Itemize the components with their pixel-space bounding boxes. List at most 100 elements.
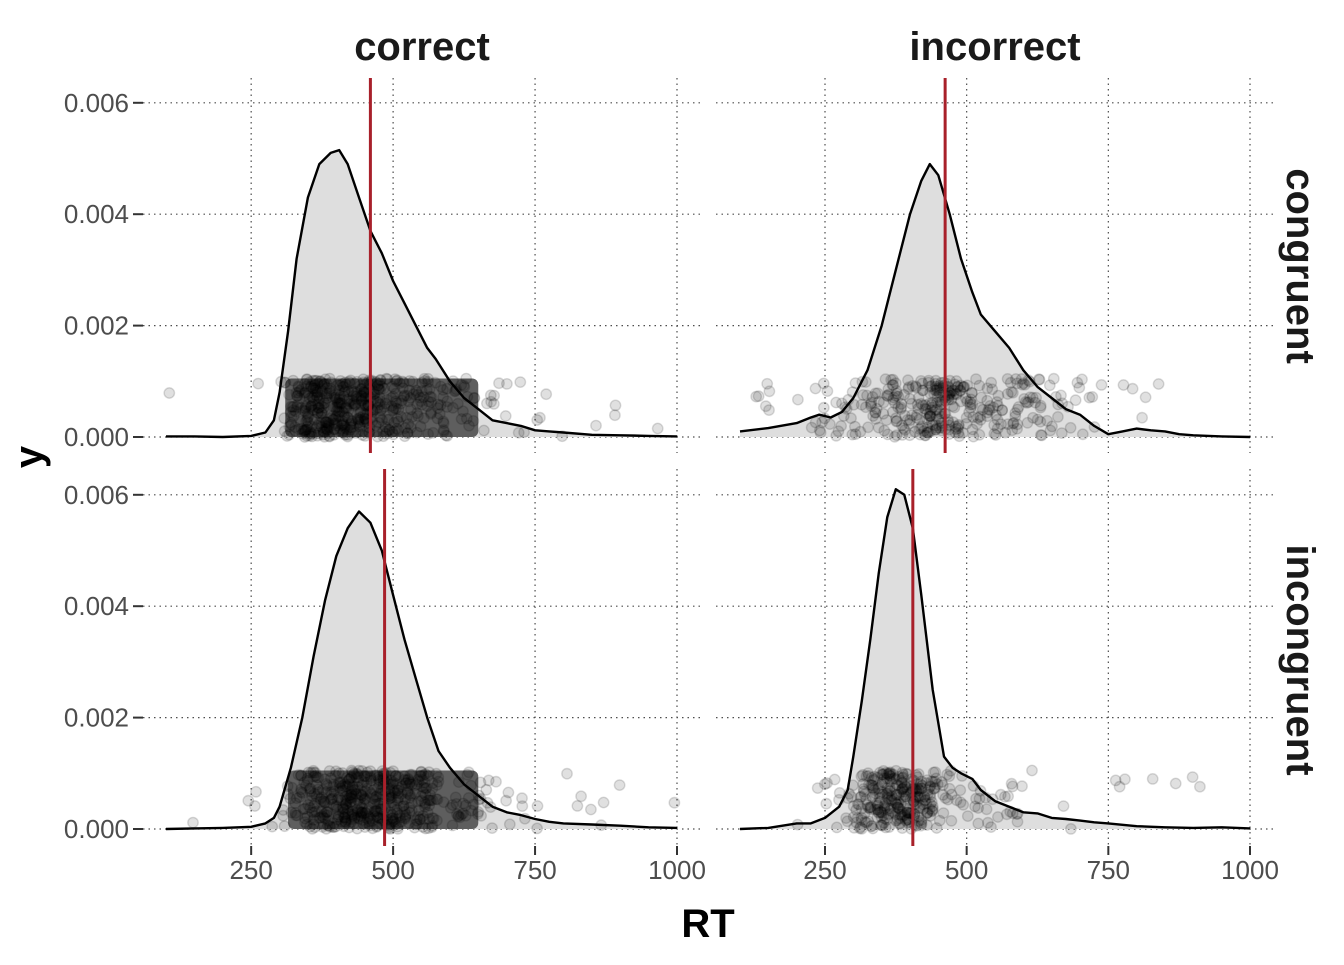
data-point [341,428,354,441]
data-point [924,798,937,811]
data-point [352,804,364,817]
data-point [398,389,411,402]
data-point [928,782,941,795]
data-point [976,403,989,416]
data-point [356,786,369,799]
data-point [346,386,359,399]
data-point [963,406,975,419]
data-point [873,395,885,408]
data-point [361,805,374,817]
data-point [862,421,874,434]
data-point [947,388,960,401]
data-point [357,807,370,820]
data-point [345,421,358,434]
data-point [330,765,342,778]
data-point [458,381,471,393]
data-point [403,384,416,397]
data-point [893,802,906,815]
data-point [299,425,312,438]
data-point [343,377,356,390]
data-point [872,806,885,819]
data-point [416,821,429,833]
data-point [884,773,896,786]
data-point [299,802,311,815]
data-point [835,420,847,432]
data-point [913,422,926,435]
data-point [873,796,886,808]
data-point [763,404,775,416]
data-point [410,818,423,830]
data-point [355,394,368,407]
data-point [383,423,395,436]
data-point [331,793,344,806]
data-point [414,813,427,826]
data-point [875,819,888,832]
data-point [266,820,279,833]
data-point [386,404,399,417]
data-point [299,400,312,413]
data-point [1034,415,1047,428]
data-point [871,803,884,816]
data-point [426,782,439,795]
data-point [354,413,367,426]
data-point [996,404,1009,417]
data-point [392,403,405,416]
data-point [869,412,882,425]
data-point [354,405,367,418]
data-point [873,787,886,800]
data-point [1034,399,1047,412]
data-point [326,400,339,413]
data-point [371,809,384,822]
data-point [884,804,897,817]
data-point [345,810,358,823]
data-point [345,792,358,805]
data-point [437,391,449,404]
data-point [884,766,897,779]
data-point [295,769,307,782]
data-point [319,415,332,428]
data-point [415,766,427,778]
data-point [303,427,316,440]
data-point [309,766,322,779]
data-point [301,774,314,787]
data-point [374,411,386,424]
data-point [916,420,929,433]
data-point [590,419,602,432]
data-point [323,429,336,442]
data-point [390,375,403,388]
data-point [403,777,416,790]
data-point [851,812,864,824]
data-point [404,789,417,802]
data-point [318,401,330,414]
data-point [471,808,484,820]
data-point [848,821,860,834]
x-tick-label: 500 [945,855,988,885]
panel-correct-incongruent [165,469,681,846]
data-point [1016,780,1028,793]
data-point [317,795,330,808]
data-point [930,421,943,434]
data-point [455,808,468,821]
data-point [957,798,970,811]
data-point [991,422,1004,435]
data-point [358,770,371,783]
data-point [317,394,330,407]
data-point [916,779,929,792]
data-point [896,428,909,441]
data-point [331,397,344,410]
data-point [881,768,894,781]
data-point [1018,392,1031,405]
data-point [335,419,348,432]
data-point [881,813,893,826]
data-point [355,394,368,407]
data-point [931,391,944,403]
data-point [950,794,963,807]
x-tick-label: 1000 [1221,855,1279,885]
data-point [410,778,423,791]
data-point [987,401,1000,414]
data-point [309,770,322,782]
data-point [932,413,945,425]
data-point [980,803,993,816]
data-point [331,803,344,816]
data-point [322,814,335,827]
